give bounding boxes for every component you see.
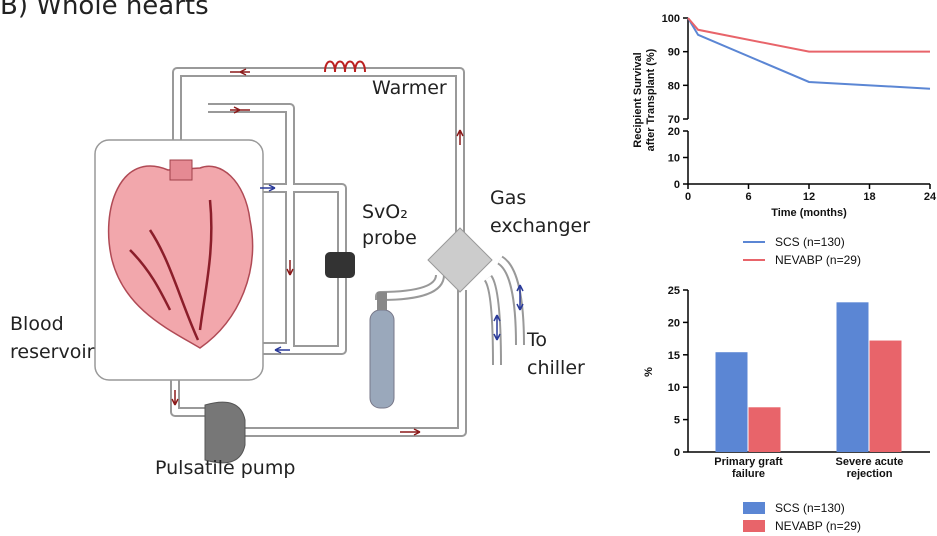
y-axis-label: % <box>643 367 655 377</box>
line-series <box>687 17 930 53</box>
legend-swatch <box>743 520 765 532</box>
probe-label: SvO₂ <box>362 201 408 223</box>
y-tick-label: 20 <box>668 126 680 138</box>
y-tick-label: 10 <box>668 153 680 165</box>
chiller-label: To <box>526 329 547 351</box>
y-tick-label: 100 <box>662 13 680 25</box>
y-tick-label: 10 <box>668 382 680 394</box>
pump-label: Pulsatile pump <box>155 457 295 479</box>
legend-label: NEVABP (n=29) <box>775 253 861 267</box>
y-tick-label: 15 <box>668 350 680 362</box>
x-tick-label: 24 <box>924 191 937 203</box>
legend-label: NEVABP (n=29) <box>775 519 861 533</box>
chiller-label: chiller <box>527 357 585 379</box>
figure-title: B) Whole hearts <box>0 0 209 21</box>
y-tick-label: 5 <box>674 415 680 427</box>
x-tick-label: Primary graft failure <box>714 456 783 480</box>
y-tick-label: 80 <box>668 80 680 92</box>
legend-swatch <box>743 502 765 514</box>
y-axis-label: Recipient Survival <box>632 52 644 147</box>
exchanger-label: exchanger <box>490 215 590 237</box>
y-tick-label: 0 <box>674 447 680 459</box>
probe-label: probe <box>362 227 417 249</box>
warmer-label: Warmer <box>372 77 447 99</box>
x-tick-label: 0 <box>685 191 691 203</box>
x-tick-label: Severe acute rejection <box>835 456 904 480</box>
x-axis-label: Time (months) <box>771 207 847 219</box>
x-tick-label: 12 <box>803 191 815 203</box>
y-tick-label: 20 <box>668 317 680 329</box>
reservoir-label: reservoir <box>10 341 95 363</box>
y-tick-label: 70 <box>668 114 680 126</box>
exchanger-label: Gas <box>490 187 526 209</box>
legend-label: SCS (n=130) <box>775 235 845 249</box>
bar <box>869 340 902 452</box>
x-tick-label: 6 <box>745 191 751 203</box>
bar <box>836 302 869 452</box>
reservoir-label: Blood <box>10 313 64 335</box>
y-axis-label: after Transplant (%) <box>645 48 657 151</box>
bar <box>715 352 748 452</box>
line-series <box>687 17 931 90</box>
y-tick-label: 90 <box>668 47 680 59</box>
y-tick-label: 0 <box>674 179 680 191</box>
bar <box>748 407 781 452</box>
y-tick-label: 25 <box>668 285 680 297</box>
legend-label: SCS (n=130) <box>775 501 845 515</box>
x-tick-label: 18 <box>863 191 875 203</box>
diagram <box>94 60 525 464</box>
